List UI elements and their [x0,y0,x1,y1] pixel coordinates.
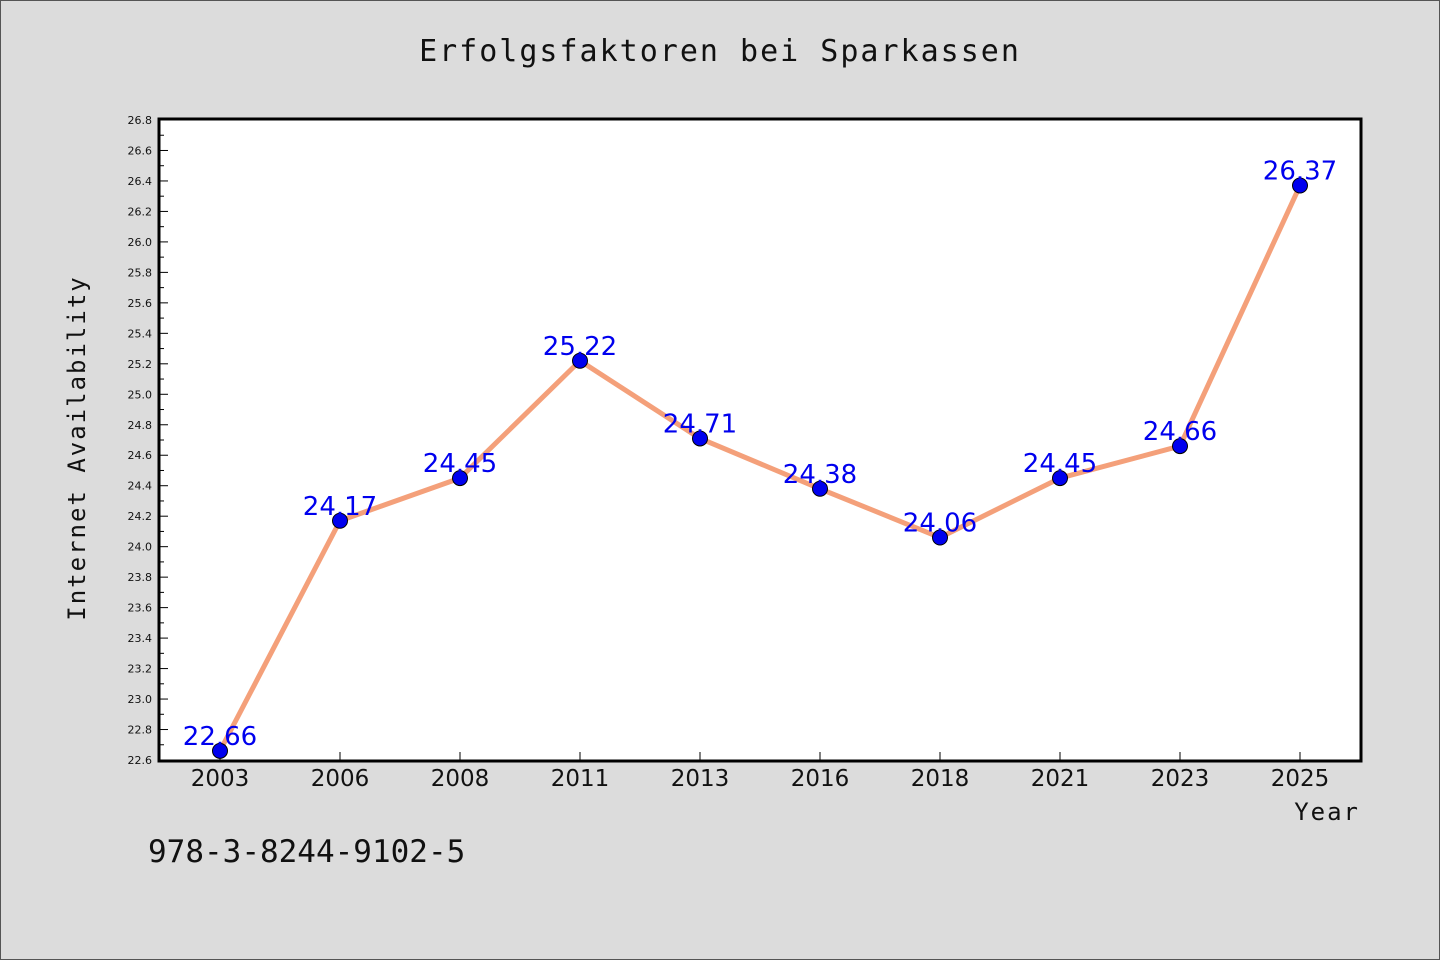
y-tick-label: 25.0 [128,388,153,401]
data-label: 24.45 [1023,449,1097,479]
x-tick-label: 2013 [671,766,730,792]
x-tick-label: 2011 [551,766,610,792]
x-tick-label: 2025 [1271,766,1330,792]
x-tick-label: 2018 [911,766,970,792]
data-label: 24.38 [783,460,857,490]
y-tick-label: 26.6 [128,144,153,157]
y-tick-label: 24.2 [128,510,153,523]
y-tick-label: 22.6 [128,754,153,767]
data-point [572,352,588,369]
y-tick-label: 23.6 [128,602,153,615]
y-tick-label: 23.4 [128,632,153,645]
y-tick-label: 22.8 [128,724,153,737]
y-tick-label: 26.2 [128,205,153,218]
y-tick-label: 23.8 [128,571,153,584]
plot-area [157,117,1363,763]
data-label-group: 22.66 24.17 24.45 25.22 24.71 24.38 24.06 24.45… [183,157,1337,752]
marker-group [212,177,1308,759]
series-line-group [217,184,1303,753]
data-point [692,430,708,447]
x-tick-label: 2006 [311,766,370,792]
data-label: 24.17 [303,492,377,522]
x-axis: 2003 2006 2008 2011 2013 2016 2018 2021 2023 2025 [191,752,1330,792]
x-tick-label: 2016 [791,766,850,792]
y-axis: 22.6 22.8 23.0 23.2 23.4 23.6 23.8 24.0 24.2 24.4… [128,114,168,767]
data-label: 24.71 [663,409,737,439]
y-tick-label: 24.4 [128,480,153,493]
y-tick-label: 25.4 [128,327,153,340]
data-label: 25.22 [543,332,617,362]
x-tick-label: 2008 [431,766,490,792]
x-tick-label: 2023 [1151,766,1210,792]
y-tick-label: 24.6 [128,449,153,462]
data-label: 22.66 [183,722,257,752]
series-line [217,184,1303,753]
data-point [812,480,828,497]
data-label: 26.37 [1263,157,1337,187]
y-axis-label: Internet Availability [63,275,91,620]
data-point [452,470,468,487]
data-point [1292,177,1308,194]
y-tick-label: 24.8 [128,419,153,432]
data-point [1052,470,1068,487]
y-tick-label: 25.6 [128,297,153,310]
chart-title: Erfolgsfaktoren bei Sparkassen [419,34,1021,69]
y-tick-label: 23.0 [128,693,153,706]
y-tick-label: 25.2 [128,358,153,371]
data-label: 24.06 [903,509,977,539]
data-point [1172,438,1188,455]
data-label: 24.66 [1143,417,1217,447]
y-tick-label: 26.8 [128,114,153,127]
x-axis-label: Year [1294,798,1360,826]
data-point [212,742,228,759]
isbn-footer: 978-3-8244-9102-5 [148,834,466,870]
data-point [332,512,348,529]
x-tick-label: 2003 [191,766,250,792]
x-tick-label: 2021 [1031,766,1090,792]
data-point [932,529,948,546]
y-tick-label: 25.8 [128,266,153,279]
y-tick-label: 23.2 [128,663,153,676]
data-label: 24.45 [423,449,497,479]
y-tick-label: 26.0 [128,236,153,249]
y-tick-label: 26.4 [128,175,153,188]
y-tick-label: 24.0 [128,541,153,554]
